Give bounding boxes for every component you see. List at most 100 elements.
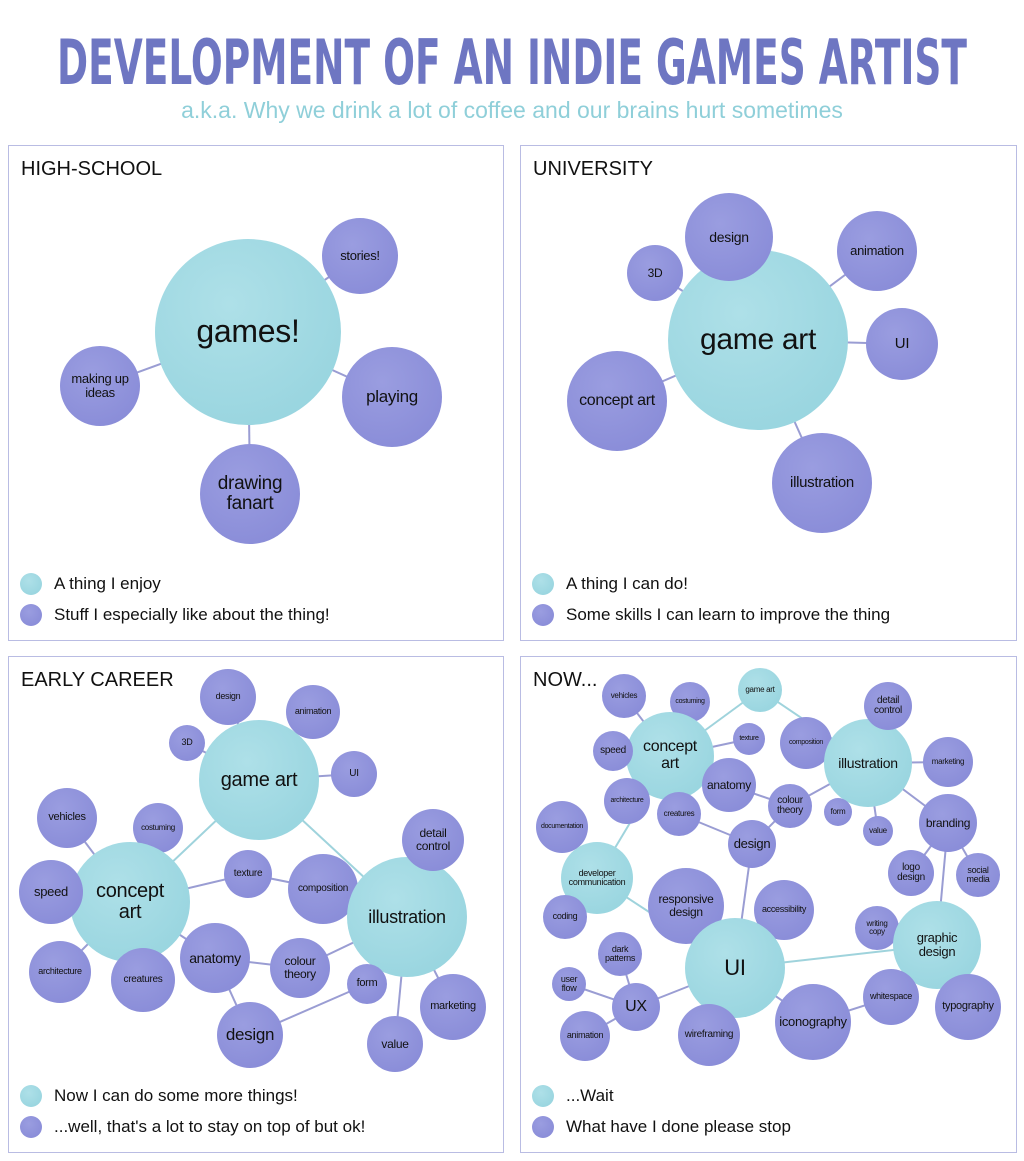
bubble-label: form <box>356 977 378 990</box>
skill-bubble: design <box>200 669 256 725</box>
bubble-label: composition <box>297 882 349 894</box>
bubble-label: writing copy <box>866 918 888 936</box>
skill-bubble: iconography <box>775 984 851 1060</box>
main-bubble: game art <box>738 668 782 712</box>
bubble-label: form <box>830 806 846 816</box>
bubble-label: game art <box>700 323 816 357</box>
bubble-label: UX <box>625 997 647 1015</box>
main-bubble: game art <box>668 250 848 430</box>
bubble-label: vehicles <box>610 690 638 700</box>
bubble-label: making up ideas <box>71 371 129 400</box>
bubble-label: animation <box>294 706 332 717</box>
bubble-label: concept art <box>96 880 164 923</box>
main-bubble: illustration <box>347 857 467 977</box>
bubble-label: UI <box>349 767 359 779</box>
legend-swatch <box>20 573 42 595</box>
skill-bubble: branding <box>919 794 977 852</box>
skill-bubble: architecture <box>29 941 91 1003</box>
legend-label: Some skills I can learn to improve the t… <box>566 605 891 624</box>
bubble-label: dark patterns <box>604 943 636 963</box>
skill-bubble: detail control <box>864 682 912 730</box>
bubble-label: costuming <box>675 698 705 706</box>
legend-swatch <box>20 1085 42 1107</box>
main-bubble: illustration <box>824 719 912 807</box>
skill-bubble: composition <box>288 854 358 924</box>
skill-bubble: 3D <box>627 245 683 301</box>
bubble-label: games! <box>196 313 300 350</box>
bubble-label: detail control <box>874 694 902 716</box>
skill-bubble: illustration <box>772 433 872 533</box>
bubble-label: anatomy <box>189 949 241 966</box>
skill-bubble: dark patterns <box>598 932 642 976</box>
skill-bubble: marketing <box>420 974 486 1040</box>
skill-bubble: typography <box>935 974 1001 1040</box>
bubble-label: illustration <box>838 754 898 771</box>
bubble-label: wireframing <box>684 1028 734 1040</box>
skill-bubble: value <box>863 816 893 846</box>
legend-swatch <box>20 604 42 626</box>
bubble-label: detail control <box>416 826 450 853</box>
skill-bubble: writing copy <box>855 906 899 950</box>
bubble-label: composition <box>788 739 824 747</box>
skill-bubble: creatures <box>111 948 175 1012</box>
skill-bubble: marketing <box>923 737 973 787</box>
bubble-label: stories! <box>340 248 380 264</box>
bubble-label: value <box>869 825 887 835</box>
legend-item-main: A thing I can do! <box>532 573 688 595</box>
skill-bubble: anatomy <box>180 923 250 993</box>
bubble-label: responsive design <box>658 892 714 919</box>
legend-item-main: ...Wait <box>532 1085 614 1107</box>
bubble-label: value <box>381 1036 409 1051</box>
bubble-label: colour theory <box>284 954 316 981</box>
bubble-label: user flow <box>560 973 578 993</box>
bubble-label: whitespace <box>869 991 913 1002</box>
panel-title: EARLY CAREER <box>21 669 174 691</box>
legend-item-skill: ...well, that's a lot to stay on top of … <box>20 1116 365 1138</box>
legend-label: A thing I can do! <box>566 574 688 593</box>
skill-bubble: whitespace <box>863 969 919 1025</box>
legend-swatch <box>532 573 554 595</box>
bubble-label: architecture <box>610 797 644 805</box>
bubble-label: architecture <box>38 966 82 977</box>
skill-bubble: UI <box>331 751 377 797</box>
bubble-label: 3D <box>181 737 193 748</box>
skill-bubble: wireframing <box>678 1004 740 1066</box>
bubble-label: texture <box>233 867 263 879</box>
bubble-label: illustration <box>368 906 446 927</box>
skill-bubble: coding <box>543 895 587 939</box>
bubble-label: concept art <box>643 738 697 772</box>
bubble-label: design <box>215 691 241 702</box>
skill-bubble: UX <box>612 983 660 1031</box>
main-bubble: UI <box>685 918 785 1018</box>
legend-swatch <box>20 1116 42 1138</box>
legend-item-skill: What have I done please stop <box>532 1116 791 1138</box>
bubble-label: texture <box>739 735 759 743</box>
legend-label: What have I done please stop <box>566 1117 791 1136</box>
bubble-label: developer communication <box>568 867 626 887</box>
legend-label: ...Wait <box>566 1086 614 1105</box>
bubble-label: vehicles <box>48 811 86 824</box>
skill-bubble: texture <box>733 723 765 755</box>
bubble-label: creatures <box>663 808 695 818</box>
bubble-label: branding <box>925 815 971 830</box>
skill-bubble: creatures <box>657 792 701 836</box>
bubble-label: playing <box>366 387 418 407</box>
skill-bubble: detail control <box>402 809 464 871</box>
bubble-label: UI <box>724 955 746 981</box>
skill-bubble: user flow <box>552 967 586 1001</box>
skill-bubble: anatomy <box>702 758 756 812</box>
bubble-label: documentation <box>540 823 584 831</box>
legend-label: ...well, that's a lot to stay on top of … <box>54 1117 366 1136</box>
skill-bubble: speed <box>19 860 83 924</box>
bubble-label: speed <box>600 744 626 756</box>
skill-bubble: design <box>685 193 773 281</box>
bubble-label: social media <box>966 864 990 884</box>
main-bubble: concept art <box>70 842 190 962</box>
bubble-label: illustration <box>790 474 854 492</box>
skill-bubble: design <box>217 1002 283 1068</box>
skill-bubble: vehicles <box>602 674 646 718</box>
bubble-label: drawing fanart <box>217 473 283 514</box>
main-bubble: game art <box>199 720 319 840</box>
bubble-label: coding <box>552 911 578 922</box>
skill-bubble: animation <box>286 685 340 739</box>
